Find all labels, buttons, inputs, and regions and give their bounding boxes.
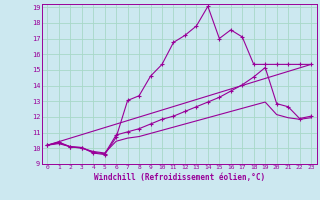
X-axis label: Windchill (Refroidissement éolien,°C): Windchill (Refroidissement éolien,°C) [94, 173, 265, 182]
